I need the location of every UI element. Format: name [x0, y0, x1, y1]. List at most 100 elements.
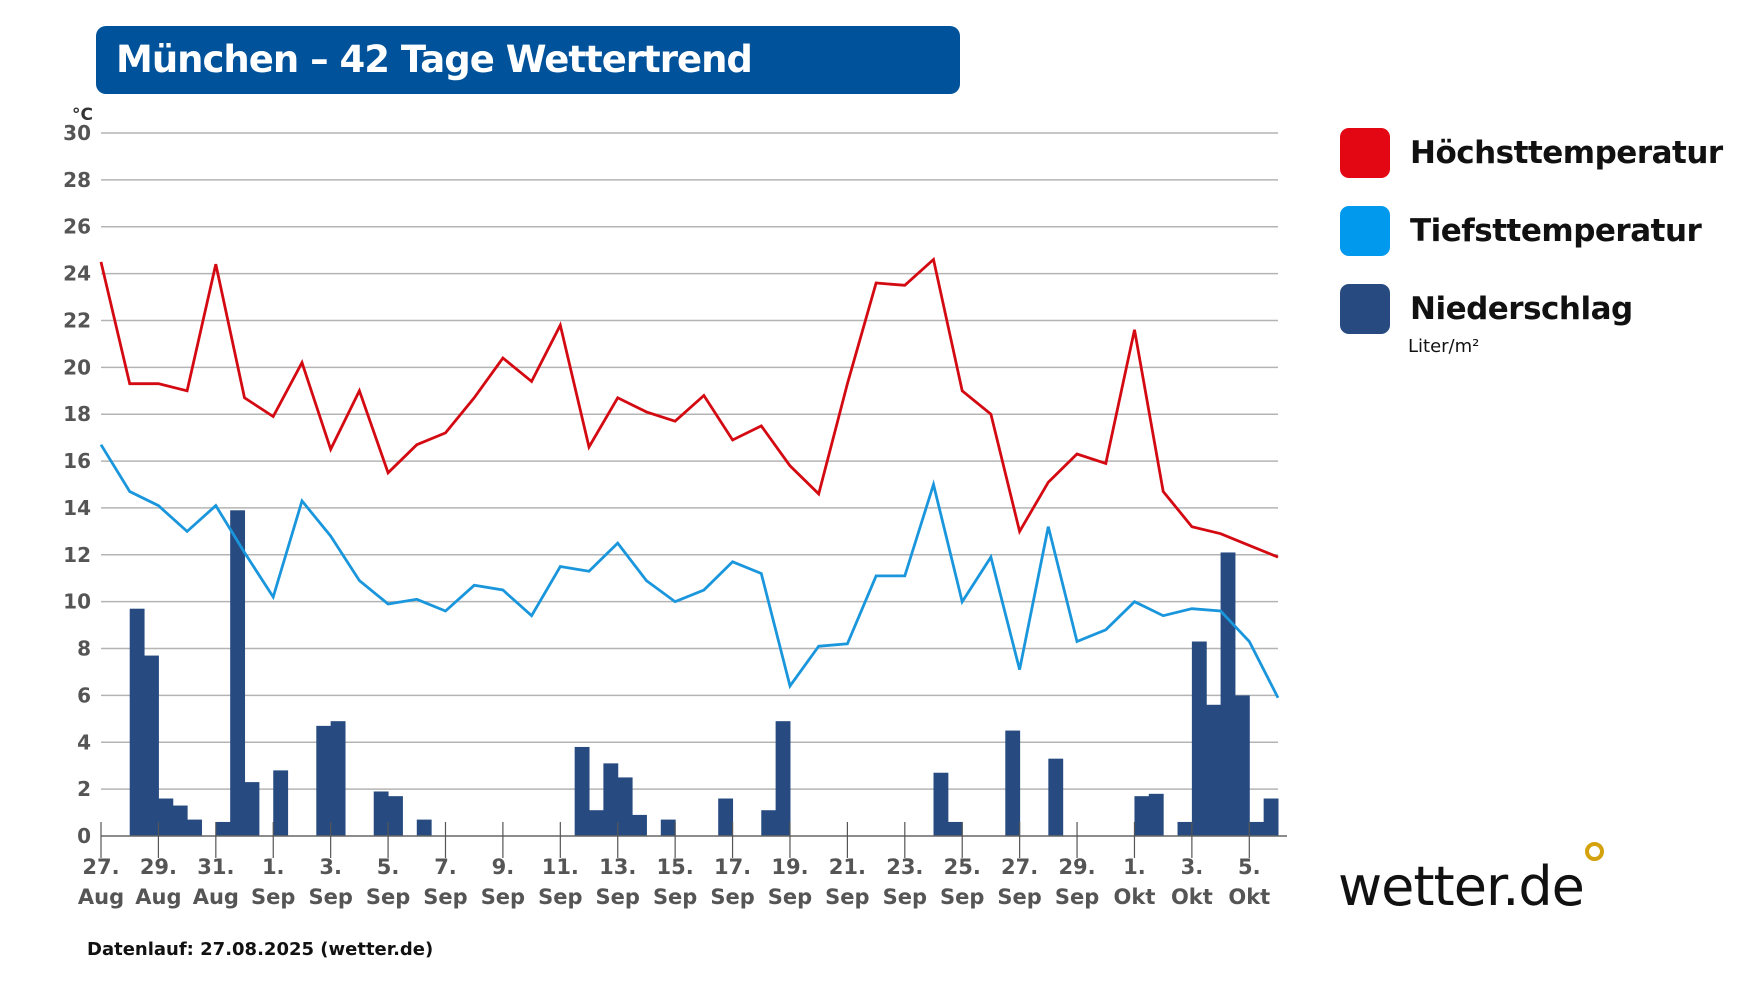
- precip-unit: Liter/m²: [1408, 336, 1480, 357]
- legend-label: Niederschlag: [1410, 291, 1633, 327]
- data-run-note: Datenlauf: 27.08.2025 (wetter.de): [87, 939, 434, 960]
- x-tick-label-day: 27.: [1001, 855, 1038, 879]
- legend-label: Höchsttemperatur: [1410, 135, 1723, 171]
- x-tick-label-month: Sep: [883, 885, 927, 909]
- precip-bar: [388, 796, 403, 836]
- x-tick-label-month: Sep: [997, 885, 1041, 909]
- precip-bar: [933, 772, 949, 836]
- legend-item-low: Tiefsttemperatur: [1340, 206, 1702, 256]
- precip-bar: [273, 770, 289, 836]
- precip-bar: [1234, 695, 1250, 836]
- low-temp-line: [99, 443, 1280, 699]
- x-tick-label-day: 21.: [829, 855, 866, 879]
- x-tick-label-month: Sep: [825, 885, 869, 909]
- x-tick-label-month: Aug: [78, 885, 124, 909]
- x-tick-label-day: 15.: [657, 855, 694, 879]
- x-tick-label-month: Sep: [423, 885, 467, 909]
- x-tick-label-day: 9.: [492, 855, 515, 879]
- precip-bar: [947, 821, 963, 836]
- x-tick-label-day: 29.: [1058, 855, 1095, 879]
- x-tick-label-month: Okt: [1171, 885, 1213, 909]
- x-tick-label-day: 19.: [771, 855, 808, 879]
- precip-bar: [761, 810, 777, 836]
- y-tick-label: 14: [63, 496, 91, 520]
- precip-bar: [1206, 704, 1222, 836]
- x-tick-label-month: Aug: [135, 885, 181, 909]
- y-tick-label: 26: [63, 215, 91, 239]
- x-tick-label-month: Sep: [940, 885, 984, 909]
- x-tick-label-month: Okt: [1114, 885, 1156, 909]
- x-tick-label-month: Sep: [768, 885, 812, 909]
- precip-bar: [1148, 793, 1164, 836]
- legend-item-precip: Niederschlag: [1340, 284, 1633, 334]
- x-tick-label-day: 31.: [197, 855, 234, 879]
- x-tick-label-day: 17.: [714, 855, 751, 879]
- precip-bar: [718, 798, 734, 836]
- precip-bar: [144, 655, 159, 836]
- x-tick-label-day: 3.: [1181, 855, 1204, 879]
- y-tick-label: 24: [63, 262, 91, 286]
- precip-bar: [416, 819, 432, 836]
- x-tick-label-day: 7.: [434, 855, 457, 879]
- wetter-de-logo: wetter.de: [1338, 855, 1585, 918]
- precip-bar: [187, 819, 202, 836]
- y-tick-label: 20: [63, 355, 91, 379]
- precip-bar: [603, 763, 619, 836]
- y-tick-label: 4: [77, 730, 91, 754]
- precip-bar: [330, 721, 346, 836]
- precip-bar: [230, 510, 246, 836]
- precip-bar: [129, 608, 145, 836]
- x-tick-label-day: 5.: [1238, 855, 1261, 879]
- precip-bar: [1220, 552, 1236, 836]
- legend-swatch-low: [1340, 206, 1390, 256]
- x-tick-label-day: 1.: [1123, 855, 1146, 879]
- precip-bar: [1134, 796, 1150, 836]
- precip-bar: [632, 814, 647, 836]
- precip-bar: [1249, 821, 1265, 836]
- precip-bar: [589, 810, 604, 836]
- precip-bar: [244, 782, 260, 836]
- y-tick-label: 2: [77, 777, 91, 801]
- precip-bar: [1177, 821, 1193, 836]
- y-tick-label: 8: [77, 637, 91, 661]
- chart-title: München – 42 Tage Wettertrend: [96, 26, 960, 94]
- x-tick-label-month: Sep: [366, 885, 410, 909]
- x-tick-label-day: 27.: [82, 855, 119, 879]
- legend-swatch-precip: [1340, 284, 1390, 334]
- precip-bar: [1005, 730, 1021, 836]
- precip-bar: [660, 819, 676, 836]
- precip-bar: [215, 821, 231, 836]
- high-temp-line: [99, 256, 1279, 559]
- y-tick-label: 12: [63, 543, 91, 567]
- precip-bar: [316, 725, 332, 836]
- x-tick-label-day: 1.: [262, 855, 285, 879]
- y-tick-label: 22: [63, 308, 91, 332]
- y-tick-label: 16: [63, 449, 91, 473]
- y-tick-label: 28: [63, 168, 91, 192]
- x-tick-label-month: Sep: [251, 885, 295, 909]
- x-tick-label-day: 5.: [377, 855, 400, 879]
- x-tick-label-day: 3.: [319, 855, 342, 879]
- precip-bar: [775, 721, 791, 836]
- y-tick-label: 10: [63, 590, 91, 614]
- precip-bar: [617, 777, 633, 836]
- x-tick-label-month: Sep: [481, 885, 525, 909]
- logo-dot-icon: [1585, 842, 1604, 861]
- y-axis-unit: °C: [72, 105, 93, 125]
- y-tick-label: 30: [63, 121, 91, 145]
- legend-item-high: Höchsttemperatur: [1340, 128, 1723, 178]
- x-tick-label-month: Aug: [193, 885, 239, 909]
- legend-label: Tiefsttemperatur: [1410, 213, 1702, 249]
- y-tick-label: 0: [77, 824, 91, 848]
- precip-bar: [1191, 641, 1207, 836]
- precip-bar: [1048, 758, 1064, 836]
- x-tick-label-month: Sep: [308, 885, 352, 909]
- x-tick-label-month: Sep: [596, 885, 640, 909]
- x-tick-label-day: 25.: [944, 855, 981, 879]
- x-tick-label-month: Sep: [538, 885, 582, 909]
- x-tick-label-day: 29.: [140, 855, 177, 879]
- legend-swatch-high: [1340, 128, 1390, 178]
- x-tick-label-month: Sep: [1055, 885, 1099, 909]
